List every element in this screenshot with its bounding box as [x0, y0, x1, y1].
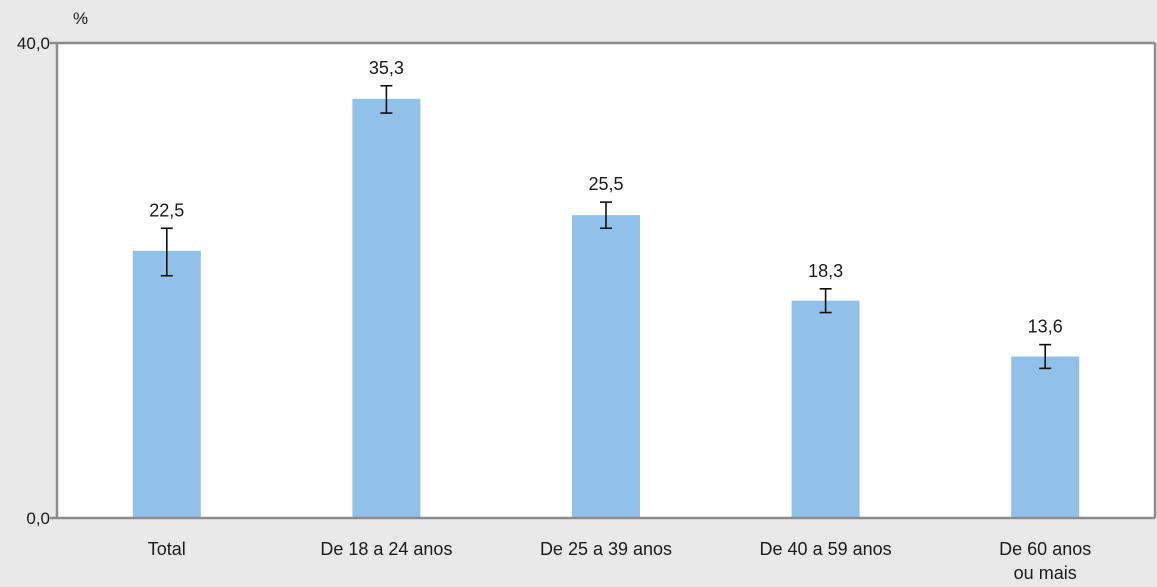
category-label-2: De 25 a 39 anos [540, 539, 672, 559]
category-label-4-line-1: ou mais [1014, 563, 1077, 583]
error-bar-4 [1039, 343, 1052, 370]
bar-4 [1011, 356, 1080, 518]
data-label-4: 13,6 [1028, 317, 1063, 337]
error-bar-0 [160, 227, 173, 277]
bar-0 [132, 250, 201, 518]
category-label-3: De 40 a 59 anos [760, 539, 892, 559]
bar-2 [572, 215, 640, 518]
data-label-1: 35,3 [369, 58, 404, 78]
error-bar-1 [380, 84, 393, 114]
error-bar-2 [600, 201, 612, 230]
category-label-0: Total [148, 539, 186, 559]
bar-1 [352, 98, 421, 518]
data-label-2: 25,5 [588, 174, 623, 194]
category-label-4-line-0: De 60 anos [999, 539, 1091, 559]
y-axis-unit-label: % [73, 9, 88, 28]
y-tick-label-min: 0,0 [26, 509, 50, 528]
category-label-1: De 18 a 24 anos [320, 539, 452, 559]
bar-3 [791, 300, 860, 518]
error-bar-3 [819, 288, 832, 314]
y-tick-label-max: 40,0 [17, 34, 50, 53]
data-label-3: 18,3 [808, 261, 843, 281]
data-label-0: 22,5 [149, 200, 184, 220]
